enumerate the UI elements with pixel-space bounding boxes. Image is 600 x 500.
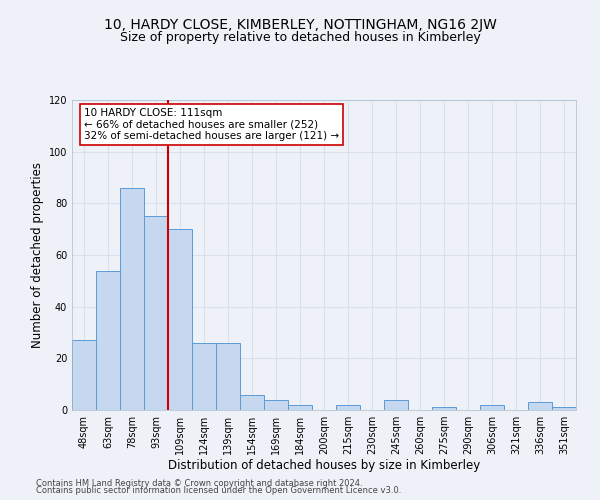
Bar bbox=[264, 400, 288, 410]
Bar bbox=[96, 270, 120, 410]
X-axis label: Distribution of detached houses by size in Kimberley: Distribution of detached houses by size … bbox=[168, 458, 480, 471]
Text: Contains HM Land Registry data © Crown copyright and database right 2024.: Contains HM Land Registry data © Crown c… bbox=[36, 478, 362, 488]
Bar bbox=[552, 408, 576, 410]
Y-axis label: Number of detached properties: Number of detached properties bbox=[31, 162, 44, 348]
Text: Contains public sector information licensed under the Open Government Licence v3: Contains public sector information licen… bbox=[36, 486, 401, 495]
Bar bbox=[240, 394, 264, 410]
Bar bbox=[192, 343, 216, 410]
Bar bbox=[432, 408, 456, 410]
Bar bbox=[120, 188, 144, 410]
Bar bbox=[216, 343, 240, 410]
Bar bbox=[168, 229, 192, 410]
Bar bbox=[288, 405, 312, 410]
Text: 10, HARDY CLOSE, KIMBERLEY, NOTTINGHAM, NG16 2JW: 10, HARDY CLOSE, KIMBERLEY, NOTTINGHAM, … bbox=[104, 18, 496, 32]
Text: 10 HARDY CLOSE: 111sqm
← 66% of detached houses are smaller (252)
32% of semi-de: 10 HARDY CLOSE: 111sqm ← 66% of detached… bbox=[84, 108, 339, 141]
Bar bbox=[480, 405, 504, 410]
Bar bbox=[72, 340, 96, 410]
Bar bbox=[336, 405, 360, 410]
Bar bbox=[144, 216, 168, 410]
Text: Size of property relative to detached houses in Kimberley: Size of property relative to detached ho… bbox=[119, 31, 481, 44]
Bar bbox=[384, 400, 408, 410]
Bar bbox=[528, 402, 552, 410]
